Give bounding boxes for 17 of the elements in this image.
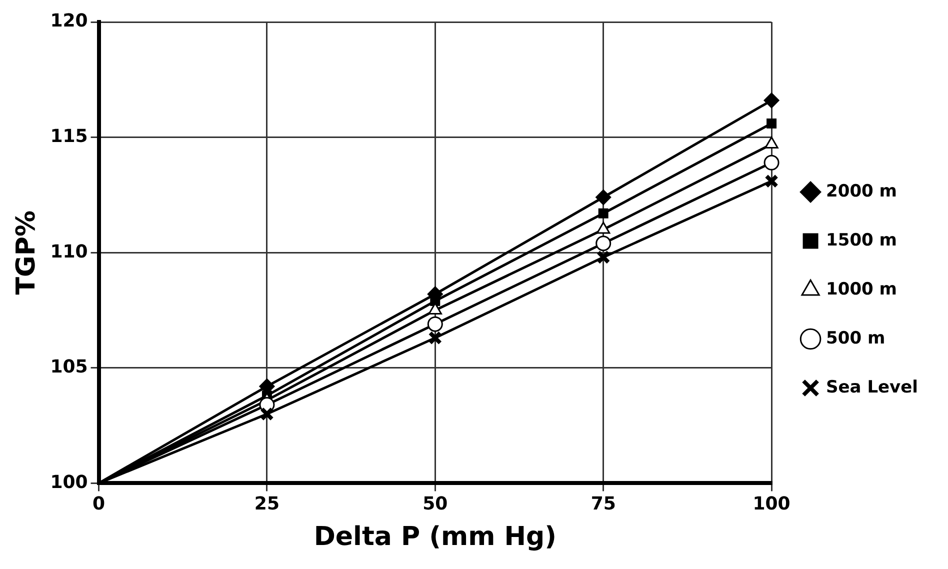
- x-tick-label: 25: [254, 494, 280, 515]
- legend-label: Sea Level: [826, 377, 918, 398]
- x-tick-label: 75: [590, 494, 616, 515]
- x-tick-label: 100: [752, 494, 790, 515]
- y-axis-title: TGP%: [11, 210, 42, 295]
- y-tick-label: 100: [50, 472, 88, 493]
- y-tick-label: 115: [50, 126, 88, 147]
- x-tick-label: 0: [92, 494, 106, 515]
- legend-label: 1000 m: [826, 279, 897, 300]
- x-axis-title: Delta P (mm Hg): [314, 522, 556, 552]
- legend-label: 2000 m: [826, 181, 897, 202]
- y-tick-label: 105: [50, 356, 88, 378]
- y-tick-label: 110: [50, 241, 88, 262]
- y-tick-label: 120: [50, 10, 88, 32]
- legend-label: 500 m: [826, 328, 886, 348]
- legend-label: 1500 m: [826, 230, 897, 250]
- x-tick-label: 50: [422, 494, 448, 515]
